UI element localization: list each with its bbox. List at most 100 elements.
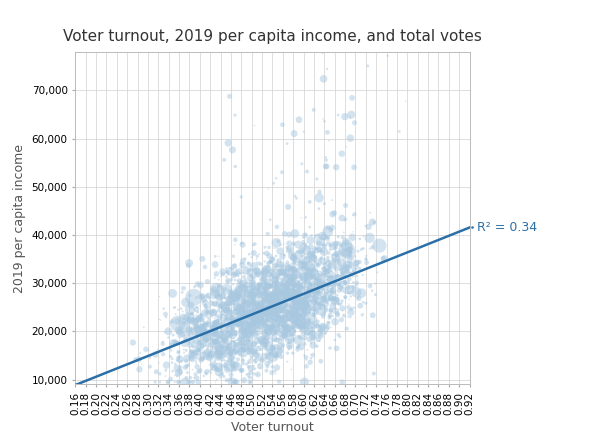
Point — [253, 343, 263, 350]
Point — [317, 279, 327, 286]
Point — [229, 321, 239, 327]
Point — [262, 317, 272, 324]
Point — [298, 261, 308, 268]
Point — [238, 262, 247, 269]
Point — [282, 296, 291, 303]
Point — [294, 314, 304, 321]
Point — [261, 273, 271, 280]
Point — [256, 315, 265, 322]
Point — [233, 348, 243, 355]
Point — [299, 241, 308, 248]
Point — [302, 321, 312, 327]
Point — [318, 282, 328, 289]
Point — [226, 322, 236, 329]
Point — [265, 272, 275, 279]
Point — [278, 262, 287, 269]
Point — [197, 326, 207, 333]
Point — [168, 368, 178, 375]
Point — [212, 376, 222, 383]
Point — [287, 315, 296, 322]
Point — [328, 211, 338, 218]
Point — [198, 356, 208, 363]
Point — [291, 316, 301, 323]
Point — [276, 318, 286, 324]
Point — [266, 327, 276, 334]
Point — [297, 287, 307, 294]
Point — [213, 365, 222, 372]
Point — [241, 330, 250, 337]
Point — [266, 302, 276, 309]
Point — [293, 286, 303, 292]
Point — [257, 357, 267, 364]
Point — [277, 278, 287, 285]
Point — [268, 299, 278, 306]
Point — [346, 262, 356, 269]
Point — [255, 303, 265, 310]
Point — [326, 267, 336, 274]
Point — [164, 334, 173, 341]
Point — [262, 285, 272, 292]
Point — [336, 284, 346, 291]
Point — [300, 260, 310, 267]
Point — [242, 264, 252, 271]
Point — [168, 290, 178, 297]
Point — [300, 241, 310, 248]
Point — [261, 336, 270, 343]
Point — [314, 194, 324, 201]
Point — [284, 327, 293, 334]
Point — [290, 193, 300, 200]
Point — [272, 287, 282, 294]
Point — [240, 297, 249, 304]
Point — [203, 314, 213, 321]
Point — [282, 286, 292, 292]
Point — [318, 233, 328, 240]
Point — [189, 326, 199, 333]
Point — [228, 342, 238, 349]
Point — [241, 308, 250, 315]
Point — [329, 282, 339, 289]
Point — [314, 245, 323, 251]
Point — [261, 338, 270, 345]
Point — [344, 301, 354, 308]
Point — [238, 347, 247, 354]
Point — [203, 342, 213, 349]
Point — [283, 283, 293, 290]
Point — [214, 276, 224, 283]
Point — [284, 295, 294, 302]
Point — [317, 282, 326, 289]
Point — [287, 324, 296, 331]
Point — [258, 320, 267, 327]
Point — [293, 299, 302, 305]
Point — [244, 286, 254, 293]
Point — [144, 347, 154, 354]
Point — [134, 356, 144, 363]
Point — [274, 335, 284, 342]
Point — [308, 266, 317, 273]
Point — [301, 296, 311, 303]
Point — [281, 302, 290, 309]
Point — [323, 319, 333, 326]
Point — [281, 323, 291, 330]
Point — [264, 330, 273, 337]
Point — [235, 335, 244, 342]
Point — [243, 299, 252, 305]
Point — [259, 296, 268, 303]
Point — [211, 253, 220, 260]
Point — [251, 304, 261, 311]
Point — [213, 345, 222, 352]
Point — [314, 280, 323, 287]
Point — [334, 273, 343, 280]
Point — [214, 335, 223, 342]
Point — [196, 293, 206, 300]
Point — [218, 344, 228, 351]
Point — [199, 324, 209, 331]
Point — [219, 373, 229, 380]
Point — [204, 308, 214, 315]
Point — [265, 216, 275, 223]
Point — [295, 302, 305, 308]
Point — [243, 319, 253, 326]
Point — [253, 283, 263, 290]
Point — [323, 256, 332, 263]
Point — [282, 295, 292, 302]
Point — [278, 323, 287, 330]
